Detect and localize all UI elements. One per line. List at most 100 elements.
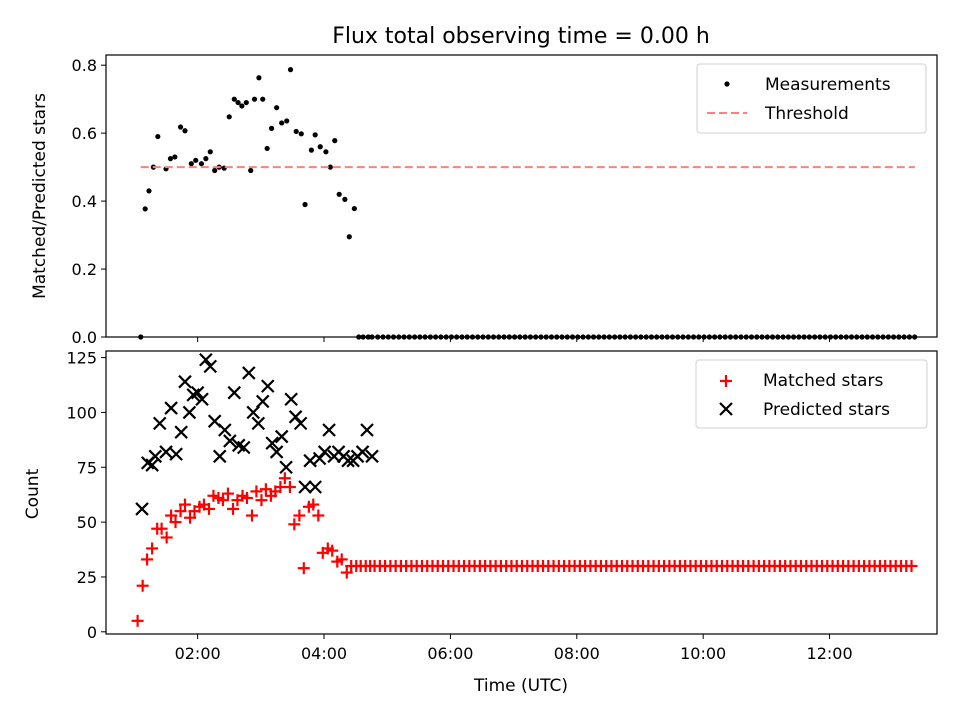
bottom-plot-area: [131, 352, 918, 627]
predicted-star-point: [199, 352, 213, 367]
predicted-star-point: [203, 359, 218, 374]
top-y-axis-label: Matched/Predicted stars: [30, 93, 50, 299]
predicted-star-point: [135, 502, 149, 516]
predicted-star-point: [274, 429, 289, 444]
measurement-point: [284, 118, 290, 124]
predicted-star-point: [178, 374, 192, 389]
predicted-star-point: [159, 445, 173, 459]
legend-measurements-label: Measurements: [765, 75, 891, 95]
predicted-star-point: [148, 449, 163, 464]
measurement-point: [264, 145, 270, 152]
bottom-legend: Matched stars Predicted stars: [695, 359, 928, 429]
top-legend-frame: [696, 63, 927, 134]
y-tick-label: 50: [77, 513, 97, 532]
matched-star-point: [136, 579, 149, 592]
predicted-star-point: [145, 458, 159, 472]
matched-star-point: [227, 502, 240, 515]
predicted-star-point: [355, 445, 370, 459]
measurement-point: [182, 128, 188, 134]
measurement-point: [231, 96, 237, 102]
measurement-point: [346, 234, 352, 240]
matched-star-point: [335, 553, 348, 566]
measurement-point: [293, 128, 299, 135]
matched-star-point: [288, 518, 301, 531]
y-tick-label: 25: [77, 568, 97, 587]
x-tick-label: 10:00: [680, 644, 726, 663]
predicted-star-point: [284, 392, 298, 407]
matched-star-point: [245, 509, 258, 522]
matched-star-point: [160, 531, 173, 544]
predicted-star-point: [164, 401, 178, 415]
measurement-point: [308, 147, 314, 153]
measurement-point: [332, 138, 338, 144]
predicted-star-point: [317, 445, 332, 459]
matched-star-point: [216, 494, 229, 507]
x-tick-label: 02:00: [175, 644, 221, 663]
predicted-star-point: [265, 436, 279, 450]
measurement-point: [279, 120, 285, 126]
top-legend: Measurements Threshold: [696, 63, 927, 134]
x-tick-label: 06:00: [427, 644, 473, 663]
measurement-point: [177, 124, 184, 130]
bottom-legend-frame: [695, 359, 928, 429]
y-tick-label: 125: [66, 349, 97, 368]
measurement-point: [251, 96, 258, 102]
matched-star-point: [146, 542, 159, 555]
measurement-point: [351, 205, 357, 212]
predicted-star-point: [255, 394, 270, 409]
measurement-point: [302, 201, 308, 208]
matched-star-point: [221, 487, 234, 500]
y-tick-label: 0.6: [72, 124, 97, 143]
matched-star-point: [255, 494, 268, 507]
predicted-star-point: [260, 379, 275, 393]
matched-star-point: [184, 511, 197, 524]
matched-star-point: [259, 483, 272, 496]
measurement-point: [243, 99, 249, 106]
chart-title: Flux total observing time = 0.00 h: [332, 24, 710, 49]
measurement-point: [226, 114, 232, 120]
measurement-point: [142, 206, 148, 212]
predicted-star-point: [269, 445, 284, 459]
predicted-star-point: [242, 366, 256, 380]
legend-measurements-marker: [724, 81, 730, 87]
predicted-star-point: [169, 447, 183, 461]
y-tick-label: 100: [66, 403, 97, 422]
measurement-point: [248, 167, 254, 174]
predicted-star-point: [190, 385, 205, 400]
matched-star-point: [155, 522, 168, 535]
matched-star-point: [174, 505, 187, 518]
matched-star-point: [141, 553, 154, 566]
measurement-point: [188, 161, 194, 167]
x-tick-label: 08:00: [554, 644, 600, 663]
matched-star-point: [203, 502, 216, 515]
measurement-point: [167, 156, 174, 162]
measurement-point: [327, 164, 333, 170]
measurement-point: [203, 156, 209, 162]
legend-predicted-marker: [719, 402, 733, 416]
measurement-point: [239, 103, 245, 109]
matched-star-point: [307, 498, 320, 511]
predicted-star-point: [174, 425, 188, 439]
top-axes: 0.0 0.2 0.4 0.6 0.8: [72, 56, 831, 347]
legend-matched-marker: [720, 375, 732, 387]
measurement-point: [198, 161, 205, 167]
matched-star-point: [165, 509, 178, 522]
y-tick-label: 0.2: [72, 260, 97, 279]
measurement-point: [342, 196, 348, 202]
bottom-axes: 0 25 50 75 100 125 02:00 04:00 06:00 08:00 10:00 12…: [66, 349, 852, 663]
predicted-star-point: [195, 392, 209, 407]
bottom-y-axis-label: Count: [23, 468, 43, 519]
predicted-star-point: [218, 423, 232, 437]
matched-star-point: [250, 485, 263, 498]
predicted-star-point: [223, 434, 237, 448]
predicted-star-point: [279, 460, 293, 475]
measurement-point: [172, 154, 178, 160]
matched-star-point: [293, 509, 306, 522]
predicted-star-point: [227, 385, 242, 400]
predicted-star-point: [212, 449, 227, 464]
predicted-star-point: [341, 453, 355, 468]
legend-matched-label: Matched stars: [763, 371, 883, 391]
matched-star-point: [169, 516, 182, 529]
legend-threshold-label: Threshold: [764, 104, 849, 124]
